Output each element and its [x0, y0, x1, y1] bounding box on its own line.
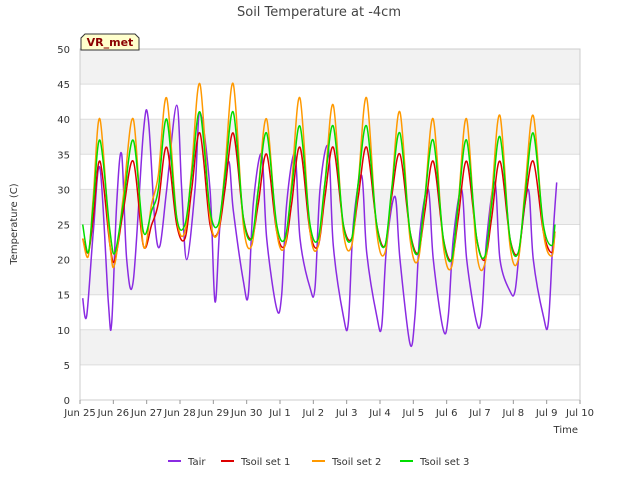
x-tick-label: Jun 28 — [163, 408, 196, 419]
series-line-tsoil-set-2 — [81, 82, 556, 272]
x-tick-label: Jul 8 — [502, 408, 525, 419]
x-tick-label: Jul 4 — [368, 408, 391, 419]
legend-label-tsoil-set-2: Tsoil set 2 — [331, 457, 381, 468]
plot-band — [80, 364, 580, 400]
x-axis-label: Time — [553, 425, 578, 436]
x-tick-label: Jun 27 — [130, 408, 163, 419]
x-tick-label: Jun 30 — [230, 408, 263, 419]
y-tick-label: 5 — [64, 361, 70, 372]
plot-frame — [79, 48, 581, 401]
x-tick-label: Jun 29 — [197, 408, 230, 419]
x-tick-label: Jul 2 — [302, 408, 325, 419]
legend-label-tsoil-set-3: Tsoil set 3 — [419, 457, 469, 468]
y-tick-label: 10 — [57, 326, 70, 337]
station-badge: VR_met — [80, 33, 140, 51]
badge-label: VR_met — [87, 36, 134, 49]
x-tick-label: Jul 10 — [565, 408, 594, 419]
x-tick-label: Jul 6 — [435, 408, 458, 419]
x-tick-label: Jul 5 — [402, 408, 425, 419]
y-axis-label: Temperature (C) — [9, 183, 20, 265]
chart-title: Soil Temperature at -4cm — [237, 5, 401, 20]
x-tick-label: Jul 9 — [535, 408, 558, 419]
y-tick-label: 15 — [57, 291, 70, 302]
y-tick-label: 50 — [57, 45, 70, 56]
x-tick-label: Jul 7 — [468, 408, 491, 419]
plot-band — [80, 224, 580, 260]
series-line-tsoil-set-3 — [81, 111, 556, 263]
series-line-tair — [81, 104, 558, 347]
legend-label-tsoil-set-1: Tsoil set 1 — [240, 457, 290, 468]
plot-band — [80, 294, 580, 330]
series-lines — [81, 82, 558, 347]
plot-band — [80, 329, 580, 365]
plot-band — [80, 49, 580, 85]
plot-band — [80, 259, 580, 295]
x-tick-label: Jul 3 — [335, 408, 358, 419]
badge-shape — [80, 33, 140, 51]
y-tick-label: 45 — [57, 80, 70, 91]
y-tick-label: 30 — [57, 185, 70, 196]
x-axis-ticks: Jun 25 Jun 26 Jun 27 Jun 28 Jun 29 Jun 30 Jul … — [63, 400, 594, 419]
y-axis-ticks: 0 5 10 15 20 25 30 35 40 45 50 — [57, 45, 70, 407]
legend: Tair Tsoil set 1 Tsoil set 2 Tsoil set 3 — [168, 457, 469, 468]
y-tick-label: 25 — [57, 221, 70, 232]
x-tick-label: Jun 26 — [97, 408, 130, 419]
y-tick-label: 35 — [57, 150, 70, 161]
x-tick-label: Jul 1 — [268, 408, 291, 419]
y-tick-label: 0 — [64, 396, 70, 407]
x-tick-label: Jun 25 — [63, 408, 96, 419]
y-tick-label: 40 — [57, 115, 70, 126]
y-tick-label: 20 — [57, 256, 70, 267]
legend-label-tair: Tair — [187, 457, 206, 468]
